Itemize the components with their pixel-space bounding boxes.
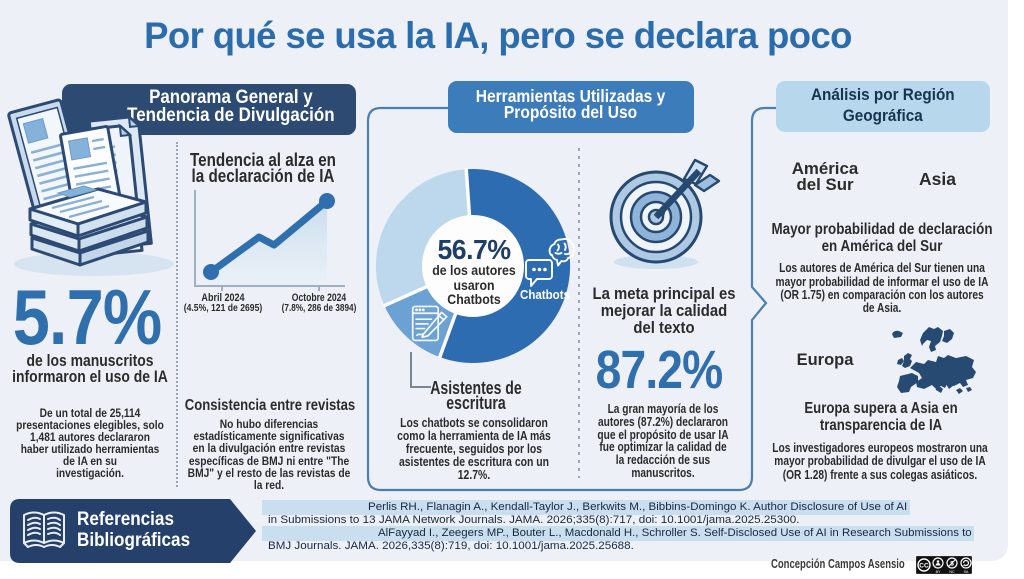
svg-text:Chatbots: Chatbots xyxy=(520,287,570,302)
svg-text:BY: BY xyxy=(936,570,941,574)
svg-text:SA: SA xyxy=(964,570,969,574)
svg-text:NC: NC xyxy=(949,570,955,574)
svg-text:CC: CC xyxy=(919,563,929,570)
svg-text:$: $ xyxy=(950,561,954,568)
